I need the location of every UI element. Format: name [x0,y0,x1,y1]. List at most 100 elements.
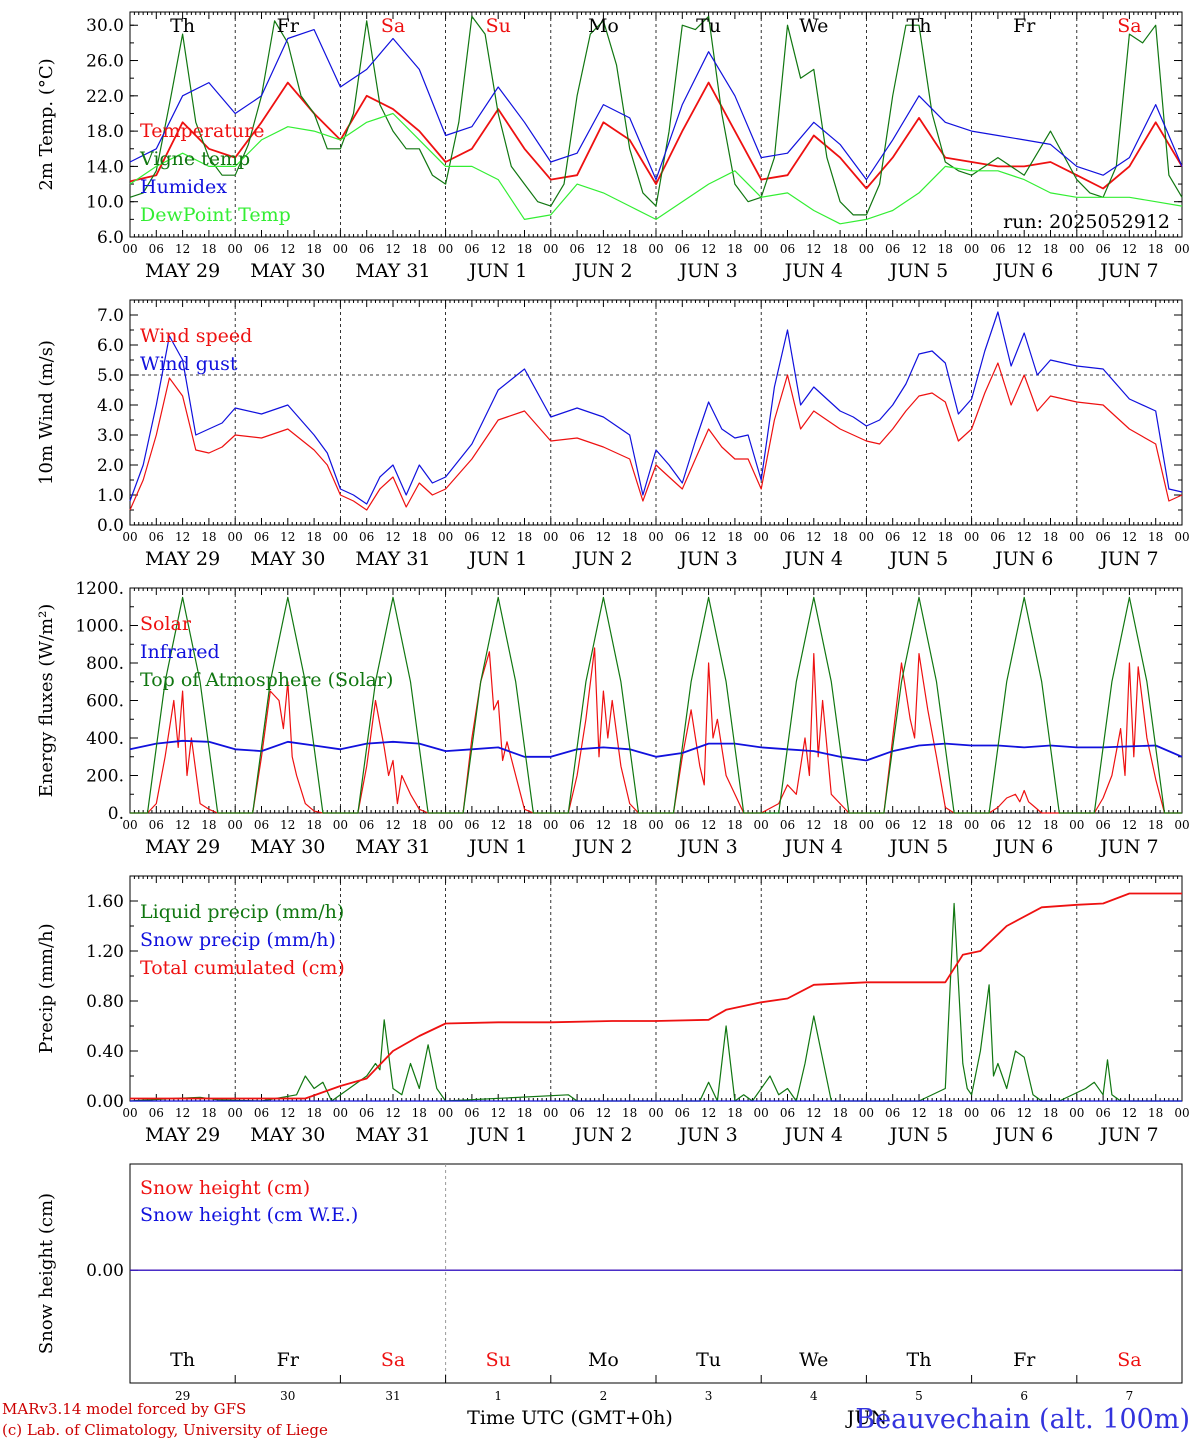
legend-entry: Wind gust [140,353,238,375]
hour-label: 00 [1069,242,1084,256]
date-label: JUN 6 [993,1124,1053,1146]
run-annotation: run: 2025052912 [1003,211,1170,233]
hour-label: 00 [859,242,874,256]
hour-label: 00 [333,818,348,832]
hour-label: 06 [990,818,1005,832]
hour-label: 00 [543,818,558,832]
weekday-label: Sa [381,15,405,37]
hour-label: 12 [280,242,295,256]
hour-label: 06 [569,1106,584,1120]
hour-label: 00 [543,242,558,256]
hour-label: 12 [806,1106,821,1120]
date-label: MAY 31 [355,1124,430,1146]
hour-label: 12 [596,242,611,256]
hour-label: 00 [333,1106,348,1120]
hour-label: 00 [754,530,769,544]
y-tick-label: 1000. [75,617,124,637]
hour-label: 12 [175,1106,190,1120]
series-line-humidex [129,29,1183,181]
hour-label: 00 [648,818,663,832]
day-number: 6 [1020,1389,1028,1403]
date-label: JUN 2 [572,836,632,858]
hour-label: 00 [122,242,137,256]
hour-label: 00 [1069,530,1084,544]
hour-label: 12 [175,818,190,832]
y-tick-label: 0.0 [97,516,124,536]
hour-label: 00 [228,1106,243,1120]
hour-label: 00 [1174,818,1189,832]
hour-label: 18 [517,530,532,544]
hour-label: 06 [464,1106,479,1120]
y-axis-title: Snow height (cm) [36,1193,57,1354]
date-label: MAY 30 [250,1124,325,1146]
hour-label: 00 [333,242,348,256]
series-line-top-of-atmosphere-solar [130,596,1182,814]
weekday-label: Th [907,1349,932,1371]
hour-label: 06 [780,818,795,832]
hour-label: 06 [675,818,690,832]
weekday-label: Th [170,15,195,37]
date-label: MAY 30 [250,836,325,858]
y-tick-label: 0.00 [86,1261,124,1281]
series-line-temperature [129,81,1183,190]
day-number: 5 [915,1389,923,1403]
hour-label: 00 [438,818,453,832]
hour-label: 12 [1122,242,1137,256]
hour-label: 00 [754,818,769,832]
date-label: JUN 5 [888,260,948,282]
series-line-total-cumulated-cm [130,892,1182,1100]
date-label: JUN 3 [677,548,737,570]
hour-label: 06 [254,818,269,832]
hour-label: 18 [1043,818,1058,832]
hour-label: 00 [1174,1106,1189,1120]
weekday-label: We [799,15,828,37]
hour-label: 18 [201,818,216,832]
hour-label: 12 [911,530,926,544]
hour-label: 06 [675,530,690,544]
y-tick-label: 6.0 [97,228,124,248]
legend-entry: DewPoint Temp [140,204,291,226]
y-tick-label: 1.0 [97,486,124,506]
y-tick-label: 4.0 [97,396,124,416]
hour-label: 12 [596,530,611,544]
date-label: JUN 4 [783,1124,843,1146]
legend-entry: Snow height (cm W.E.) [140,1204,358,1226]
y-tick-label: 0.40 [86,1042,124,1062]
hour-label: 18 [412,1106,427,1120]
hour-label: 18 [412,818,427,832]
hour-label: 06 [990,530,1005,544]
hour-label: 00 [1069,818,1084,832]
weekday-label: Fr [1013,1349,1036,1371]
hour-label: 18 [832,1106,847,1120]
y-tick-label: 0.00 [86,1092,124,1112]
hour-label: 06 [359,1106,374,1120]
day-number: 7 [1126,1389,1134,1403]
legend-entry: Liquid precip (mm/h) [140,901,344,923]
date-label: JUN 2 [572,1124,632,1146]
date-label: MAY 29 [145,836,220,858]
hour-label: 00 [754,1106,769,1120]
weekday-label: Fr [1013,15,1036,37]
hour-label: 00 [859,530,874,544]
hour-label: 00 [543,1106,558,1120]
y-tick-label: 600. [86,692,124,712]
y-axis-title: Energy fluxes (W/m²) [36,604,57,798]
hour-label: 18 [1148,818,1163,832]
hour-label: 12 [806,818,821,832]
hour-label: 12 [385,530,400,544]
date-label: MAY 29 [145,548,220,570]
y-tick-label: 1.20 [86,942,124,962]
hour-label: 18 [517,1106,532,1120]
hour-label: 18 [727,530,742,544]
hour-label: 06 [780,530,795,544]
legend-entry: Vigne temp [139,148,250,170]
hour-label: 06 [675,1106,690,1120]
date-label: MAY 30 [250,260,325,282]
day-number: 29 [175,1389,190,1403]
legend-entry: Total cumulated (cm) [140,957,345,979]
hour-label: 18 [1148,530,1163,544]
weekday-label: Su [486,1349,511,1371]
hour-label: 18 [1043,1106,1058,1120]
panel-5: Th 29 Fr 30 Sa 31 Su 1 Mo 2 Tu 3 We 4 Th 5 Fr 6 Sa 7 0.00 Sno… [36,1163,1183,1403]
hour-label: 06 [885,818,900,832]
